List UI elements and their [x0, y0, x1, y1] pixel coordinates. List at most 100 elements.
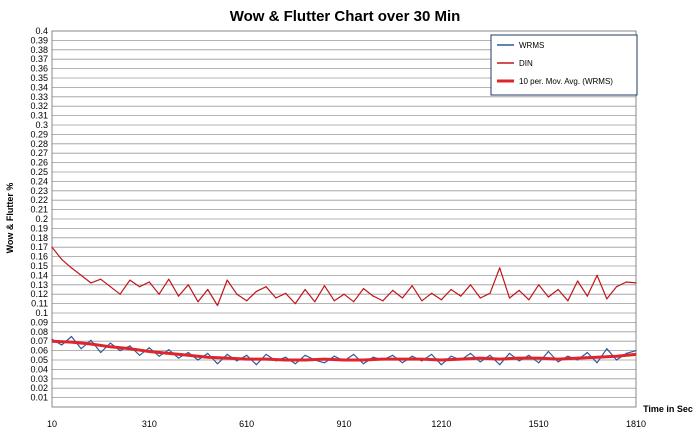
data-point	[635, 353, 637, 355]
data-point	[401, 362, 403, 364]
data-point	[615, 355, 618, 357]
data-point	[207, 352, 209, 354]
data-point	[528, 299, 530, 301]
y-tick-label: 0.3	[35, 120, 48, 130]
legend-box	[490, 34, 638, 96]
y-tick-label: 0.14	[30, 270, 48, 280]
x-tick-label: 1210	[431, 419, 451, 429]
data-point	[372, 356, 374, 358]
y-axis-ticks: 0.010.020.030.040.050.060.070.080.090.10…	[30, 26, 48, 403]
y-tick-label: 0.25	[30, 167, 48, 177]
y-tick-label: 0.32	[30, 101, 48, 111]
y-tick-label: 0.07	[30, 336, 48, 346]
data-point	[51, 338, 53, 340]
data-point	[499, 364, 501, 366]
data-point	[343, 293, 345, 295]
data-point	[109, 286, 111, 288]
data-point	[353, 301, 355, 303]
y-tick-label: 0.13	[30, 280, 48, 290]
data-point	[353, 353, 355, 355]
data-point	[557, 361, 559, 363]
data-point	[294, 363, 296, 365]
data-point	[606, 298, 608, 300]
data-point	[80, 348, 82, 350]
data-point	[129, 348, 131, 350]
data-point	[177, 357, 180, 359]
data-point	[90, 282, 92, 284]
series-points-3	[51, 340, 637, 361]
y-tick-label: 0.12	[30, 289, 48, 299]
data-point	[158, 293, 160, 295]
data-point	[119, 293, 121, 295]
y-tick-label: 0.1	[35, 308, 48, 318]
data-point	[392, 289, 394, 291]
data-point	[586, 295, 588, 297]
data-point	[499, 358, 501, 360]
data-point	[255, 364, 257, 366]
data-point	[489, 354, 491, 356]
data-point	[314, 301, 316, 303]
data-point	[275, 297, 277, 299]
x-tick-label: 10	[47, 419, 57, 429]
data-point	[226, 353, 228, 355]
data-point	[411, 355, 413, 357]
y-tick-label: 0.22	[30, 195, 48, 205]
data-point	[440, 364, 442, 366]
data-point	[265, 358, 267, 360]
data-point	[285, 292, 287, 294]
data-point	[382, 358, 384, 360]
data-point	[538, 362, 540, 364]
legend: WRMS DIN 10 per. Mov. Avg. (WRMS)	[490, 34, 638, 96]
data-point	[635, 282, 637, 284]
data-point	[168, 278, 170, 280]
data-point	[148, 350, 150, 353]
legend-items: WRMS DIN 10 per. Mov. Avg. (WRMS)	[497, 41, 613, 86]
data-point	[518, 357, 520, 359]
data-point	[508, 297, 511, 299]
data-point	[479, 297, 481, 299]
data-point	[197, 359, 199, 361]
data-point	[596, 356, 598, 358]
data-point	[362, 288, 365, 290]
data-point	[615, 359, 618, 361]
y-tick-label: 0.17	[30, 242, 48, 252]
data-point	[236, 360, 238, 362]
data-point	[100, 278, 102, 280]
data-point	[226, 357, 228, 359]
data-point	[323, 358, 326, 360]
data-point	[216, 363, 219, 365]
y-tick-label: 0.06	[30, 346, 48, 356]
data-point	[508, 352, 511, 354]
y-tick-label: 0.26	[30, 158, 48, 168]
data-point	[401, 297, 403, 299]
data-point	[177, 295, 180, 297]
data-point	[61, 344, 63, 346]
data-point	[197, 301, 199, 303]
data-point	[333, 355, 335, 357]
y-tick-label: 0.01	[30, 393, 48, 403]
data-point	[538, 284, 540, 286]
data-point	[567, 355, 569, 357]
data-point	[168, 349, 170, 351]
data-point	[246, 358, 248, 360]
x-tick-label: 1510	[529, 419, 549, 429]
data-point	[489, 292, 491, 294]
data-point	[469, 352, 472, 354]
data-point	[90, 343, 92, 345]
data-point	[518, 360, 520, 362]
data-point	[431, 292, 433, 294]
chart-title: Wow & Flutter Chart over 30 Min	[230, 8, 461, 25]
data-point	[421, 358, 423, 360]
data-point	[577, 357, 579, 359]
data-point	[285, 359, 287, 361]
y-tick-label: 0.16	[30, 252, 48, 262]
data-point	[538, 357, 540, 359]
x-tick-label: 310	[142, 419, 157, 429]
data-point	[100, 351, 102, 354]
data-point	[207, 356, 209, 358]
y-tick-label: 0.19	[30, 223, 48, 233]
data-point	[567, 300, 569, 302]
data-point	[61, 258, 63, 260]
x-tick-label: 910	[336, 419, 351, 429]
